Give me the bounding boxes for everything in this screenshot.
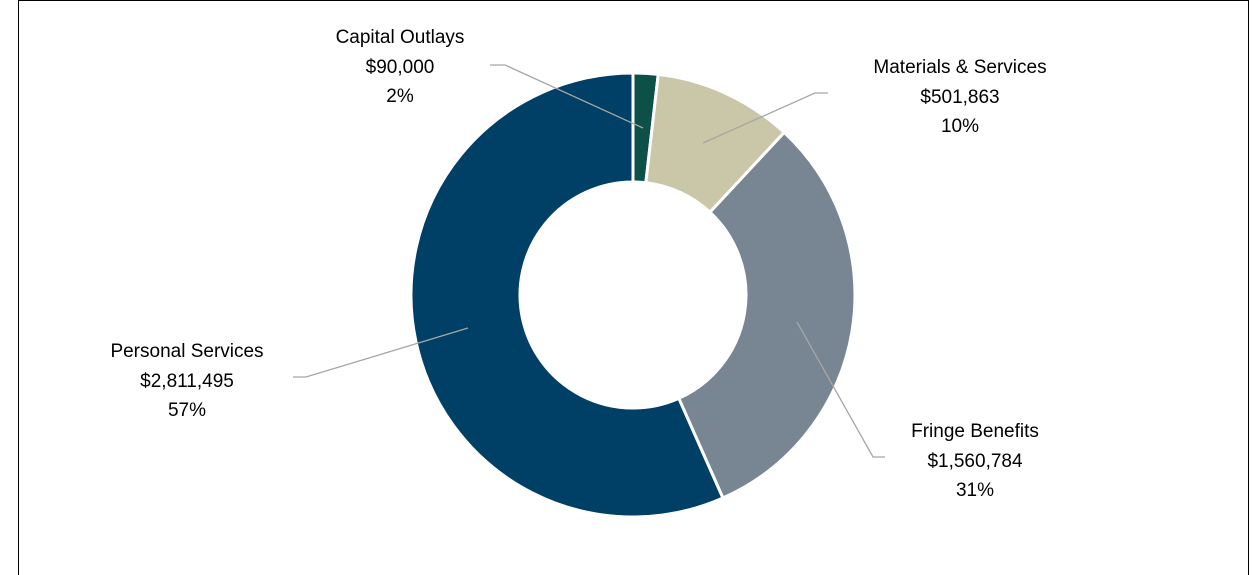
category-label: Personal Services	[110, 341, 263, 362]
leader-line	[796, 321, 885, 458]
category-label: Fringe Benefits	[911, 421, 1039, 442]
leader-line	[702, 92, 828, 144]
leader-line	[490, 64, 644, 129]
percentage-label: 57%	[168, 400, 206, 421]
value-label: $1,560,784	[927, 451, 1023, 472]
percentage-label: 31%	[956, 480, 994, 501]
slice	[677, 130, 857, 500]
category-label: Materials & Services	[873, 57, 1046, 78]
chart-frame	[18, 0, 1249, 575]
percentage-label: 10%	[941, 116, 979, 137]
leader-line	[293, 327, 469, 378]
value-label: $90,000	[366, 57, 435, 78]
labels: Capital Outlays $90,000 2% Materials & Serv…	[110, 27, 1046, 501]
percentage-label: 2%	[386, 86, 414, 107]
slices	[409, 71, 857, 519]
slice	[409, 71, 725, 519]
category-label: Capital Outlays	[336, 27, 465, 48]
value-label: $2,811,495	[140, 371, 234, 392]
value-label: $501,863	[920, 87, 999, 108]
